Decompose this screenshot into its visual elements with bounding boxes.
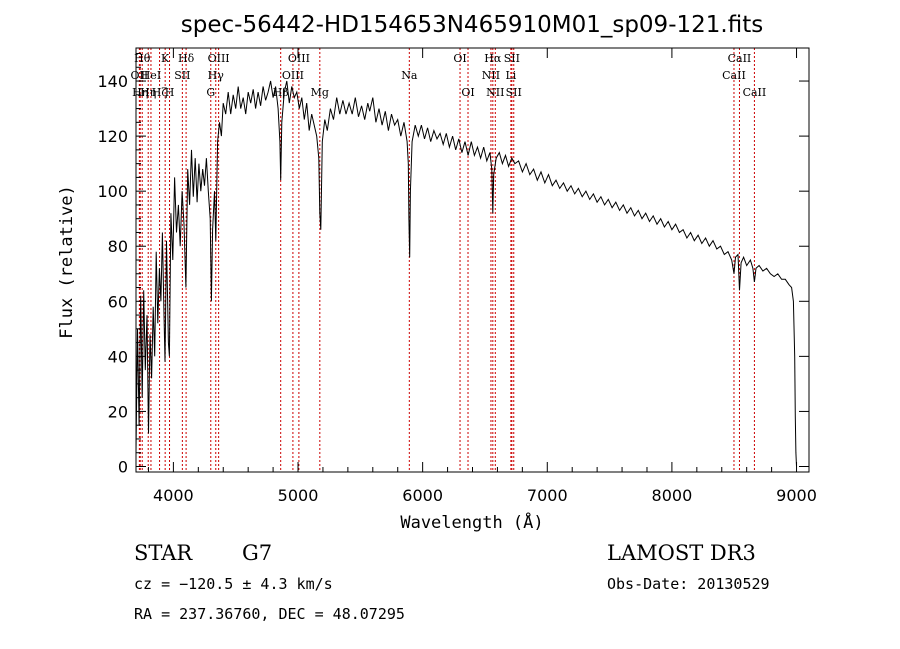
y-tick-label-5: 100: [97, 182, 128, 201]
y-tick-label-1: 20: [108, 402, 128, 421]
line-marker-label-11: Hγ: [208, 69, 225, 82]
line-marker-label-17: Na: [401, 69, 418, 82]
line-marker-label-1: OII: [131, 69, 149, 82]
redshift-velocity: cz = −120.5 ± 4.3 km/s: [134, 575, 333, 593]
line-marker-label-22: NII: [486, 86, 504, 99]
line-marker-label-10: G: [206, 86, 215, 99]
x-tick-label-5: 9000: [776, 486, 817, 505]
spectrum-series-line: [135, 80, 797, 467]
x-tick-label-4: 8000: [652, 486, 693, 505]
line-marker-label-25: SII: [506, 86, 522, 99]
survey-name: LAMOST DR3: [607, 541, 756, 565]
observation-date: Obs-Date: 20130529: [607, 575, 770, 593]
object-class: STAR: [134, 541, 193, 565]
line-marker-label-6: K: [161, 52, 170, 65]
sky-coordinates: RA = 237.36760, DEC = 48.07295: [134, 605, 405, 623]
plot-frame: [135, 47, 810, 473]
line-marker-label-27: CaII: [728, 52, 752, 65]
line-marker-label-8: SII: [174, 69, 190, 82]
line-marker-label-24: SII: [504, 52, 520, 65]
y-tick-label-4: 80: [108, 237, 128, 256]
line-marker-labels: HθOIIHηHηHeIHζKHSIIHδGHγOIIIHβOIIIOIIIMg…: [131, 52, 767, 99]
line-marker-label-21: Hα: [484, 52, 502, 65]
line-marker-label-28: CaII: [743, 86, 767, 99]
chart-title: spec-56442-HD154653N465910M01_sp09-121.f…: [181, 12, 763, 38]
line-marker-label-7: H: [165, 86, 175, 99]
y-tick-label-3: 60: [108, 292, 128, 311]
x-tick-label-0: 4000: [153, 486, 194, 505]
y-tick-label-7: 140: [97, 72, 128, 91]
line-marker-label-5: Hζ: [152, 86, 168, 99]
object-subclass: G7: [242, 541, 272, 565]
line-markers: [138, 48, 755, 472]
y-tick-label-6: 120: [97, 127, 128, 146]
x-tick-label-2: 6000: [402, 486, 443, 505]
y-axis-label: Flux (relative): [57, 185, 77, 339]
line-marker-label-0: Hθ: [134, 52, 151, 65]
x-axis-ticks: 4000 5000 6000 7000 8000 9000: [147, 48, 817, 505]
line-marker-label-3: Hη: [140, 86, 156, 99]
line-marker-label-4: HeI: [141, 69, 161, 82]
x-tick-label-1: 5000: [278, 486, 319, 505]
line-marker-label-19: OI: [461, 86, 474, 99]
x-axis-label: Wavelength (Å): [400, 511, 543, 533]
x-tick-label-3: 7000: [527, 486, 568, 505]
y-tick-label-0: 0: [118, 457, 128, 476]
y-tick-label-2: 40: [108, 347, 128, 366]
line-marker-label-26: CaII: [722, 69, 746, 82]
line-marker-label-18: OI: [453, 52, 466, 65]
line-marker-label-15: OIII: [288, 52, 310, 65]
line-marker-label-16: Mg: [311, 86, 329, 99]
line-marker-label-9: Hδ: [178, 52, 195, 65]
line-marker-label-14: OIII: [282, 69, 304, 82]
y-axis-ticks: 0 20 40 60 80 100 120 140: [97, 53, 809, 476]
line-marker-label-12: OIII: [208, 52, 230, 65]
line-marker-label-23: Li: [505, 69, 516, 82]
line-marker-label-20: NII: [482, 69, 500, 82]
